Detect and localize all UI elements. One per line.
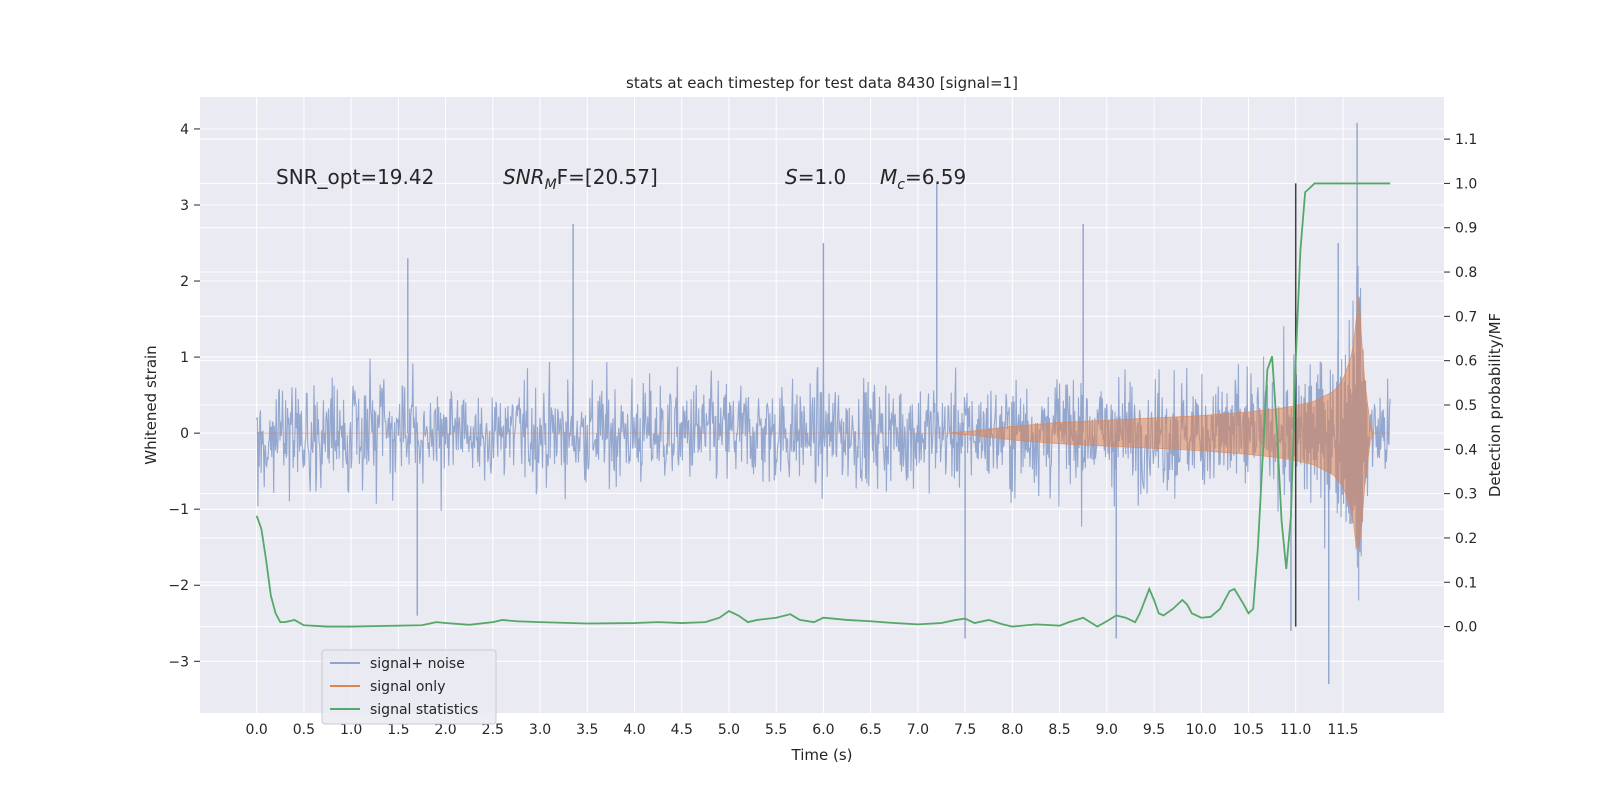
- series-signal-only-fill: [256, 296, 1391, 548]
- y-tick-label-left: 2: [180, 274, 189, 290]
- y-tick-label-left: −2: [168, 578, 189, 594]
- x-tick-label: 7.0: [907, 722, 929, 738]
- x-tick-label: 9.5: [1143, 722, 1165, 738]
- y-tick-label-left: 1: [180, 350, 189, 366]
- data-layer: [255, 122, 1391, 685]
- annotation-snr-mf: SNRMF=[20.57]: [503, 165, 658, 193]
- y-tick-label-right: 0.1: [1455, 575, 1477, 591]
- x-tick-label: 10.5: [1233, 722, 1264, 738]
- y-tick-label-right: 0.3: [1455, 487, 1477, 503]
- x-tick-label: 8.5: [1048, 722, 1070, 738]
- y-tick-label-right: 0.0: [1455, 620, 1477, 636]
- y-axis-label-left: Whitened strain: [142, 345, 160, 464]
- legend-label-signal-noise: signal+ noise: [370, 656, 465, 672]
- y-tick-label-left: −3: [168, 654, 189, 670]
- x-tick-label: 3.5: [576, 722, 598, 738]
- y-tick-label-right: 1.0: [1455, 176, 1477, 192]
- x-tick-label: 1.0: [340, 722, 362, 738]
- x-tick-label: 3.0: [529, 722, 551, 738]
- x-tick-label: 7.5: [954, 722, 976, 738]
- legend: signal+ noise signal only signal statist…: [321, 649, 497, 725]
- x-tick-label: 1.5: [387, 722, 409, 738]
- x-tick-label: 5.5: [765, 722, 787, 738]
- x-tick-label: 6.0: [812, 722, 834, 738]
- x-tick-label: 10.0: [1186, 722, 1217, 738]
- x-tick-label: 11.0: [1280, 722, 1311, 738]
- x-tick-label: 5.0: [718, 722, 740, 738]
- y-tick-label-right: 0.7: [1455, 309, 1477, 325]
- y-tick-label-right: 0.8: [1455, 265, 1477, 281]
- y-tick-label-right: 0.6: [1455, 354, 1477, 370]
- legend-label-signal-only: signal only: [370, 679, 445, 695]
- x-tick-label: 6.5: [860, 722, 882, 738]
- snr-mf-sub: M: [545, 177, 557, 193]
- mc-sub: c: [897, 177, 905, 193]
- y-tick-label-left: 3: [180, 198, 189, 214]
- legend-label-signal-stats: signal statistics: [370, 702, 478, 718]
- y-tick-label-right: 0.4: [1455, 442, 1477, 458]
- s-value: =1.0: [798, 165, 847, 189]
- y-axis-label-right: Detection probability/MF: [1486, 313, 1504, 497]
- series-signal-stats-line: [255, 182, 1391, 628]
- x-tick-label: 0.5: [293, 722, 315, 738]
- y-tick-label-left: −1: [168, 502, 189, 518]
- x-tick-label: 4.5: [671, 722, 693, 738]
- x-tick-label: 9.0: [1096, 722, 1118, 738]
- y-tick-label-right: 0.9: [1455, 221, 1477, 237]
- x-tick-label: 2.0: [434, 722, 456, 738]
- mc-value: =6.59: [905, 165, 966, 189]
- x-tick-label: 4.0: [623, 722, 645, 738]
- x-tick-label: 2.5: [482, 722, 504, 738]
- x-tick-label: 0.0: [246, 722, 268, 738]
- chart-title: stats at each timestep for test data 843…: [626, 74, 1018, 92]
- x-axis-label: Time (s): [791, 746, 853, 764]
- x-tick-label: 8.0: [1001, 722, 1023, 738]
- y-tick-label-left: 0: [180, 426, 189, 442]
- y-tick-label-right: 0.5: [1455, 398, 1477, 414]
- y-tick-label-right: 1.1: [1455, 132, 1477, 148]
- y-tick-label-left: 4: [180, 122, 189, 138]
- s-symbol: S: [785, 165, 798, 189]
- mc-symbol: M: [880, 165, 897, 189]
- annotation-s: S=1.0: [785, 165, 846, 189]
- tick-layer: 0.0 0.5 1.0 1.5 2.0 2.5 3.0 3.5 4.0 4.5 5.0 5.5 6.0 6…: [168, 122, 1477, 738]
- x-tick-label: 11.5: [1327, 722, 1358, 738]
- snr-mf-main: SNR: [503, 165, 545, 189]
- y-tick-label-right: 0.2: [1455, 531, 1477, 547]
- snr-mf-rest: F=[20.57]: [557, 165, 658, 189]
- annotation-snr-opt: SNR_opt=19.42: [276, 165, 434, 189]
- legend-box: [321, 649, 497, 725]
- annotation-mc: Mc=6.59: [880, 165, 966, 193]
